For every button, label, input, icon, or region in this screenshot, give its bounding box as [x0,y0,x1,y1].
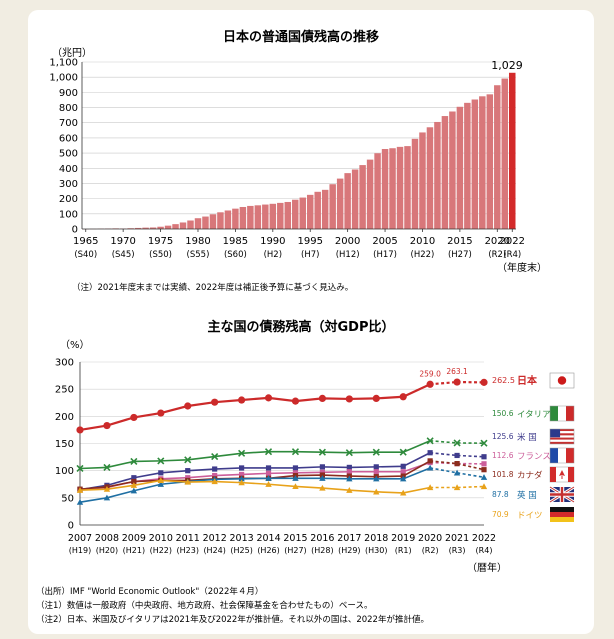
chart1-bar [389,148,396,229]
chart1-bar [269,203,277,229]
chart1-bar [479,96,486,229]
chart1-x-era-label: (H12) [336,250,360,260]
chart1-y-tick-label: 700 [59,118,78,129]
chart1-bar [202,216,209,229]
chart1-x-era-label: (H22) [411,250,435,260]
chart1-bar [194,218,202,229]
chart1-x-era-label: (S55) [187,250,210,260]
chart1-x-tick-label: 1975 [148,236,173,247]
chart1-bar [321,189,329,229]
chart1-y-tick-label: 0 [72,225,78,236]
chart1-x-tick-label: 1970 [110,236,135,247]
chart1-x-era-label: (S60) [224,250,247,260]
chart1-bar [172,224,179,229]
chart1-y-tick-label: 500 [59,149,78,160]
chart1-x-era-label: (H2) [264,250,282,260]
chart1-bar [411,138,419,229]
chart1-value-label: 1,029 [491,59,523,72]
chart1-x-tick-label: 2022 [500,236,525,247]
chart1-x-tick-label: 2000 [335,236,360,247]
chart1-bar [277,202,284,229]
chart1-bar [209,214,217,229]
chart1-bar [164,225,172,229]
chart1-bar [464,102,471,229]
chart1-bar [351,169,359,229]
chart1-x-era-label: (R4) [503,250,521,260]
chart1-bar [232,208,239,229]
chart1-bar [366,159,374,229]
chart1-x-tick-label: 1990 [260,236,285,247]
chart1-bar [494,85,501,229]
chart1-bar [509,72,516,230]
chart1-y-unit: （兆円） [52,47,92,59]
chart1-x-tick-label: 1985 [223,236,248,247]
chart1-bar [254,205,262,229]
chart1-x-era-label: (H7) [301,250,319,260]
chart1-bar [404,146,411,229]
chart1-y-tick-label: 900 [59,88,78,99]
chart1-x-era-label: (H17) [373,250,397,260]
chart1-x-unit: （年度末） [497,261,547,274]
chart1-bar [149,227,157,229]
chart1-x-tick-label: 2015 [447,236,472,247]
chart1-bar [456,106,464,229]
chart1-x-era-label: (H27) [448,250,472,260]
chart1-y-tick-label: 1,000 [49,73,78,84]
chart1-bar [419,132,426,229]
chart1-bar [501,78,509,229]
chart1-bar [344,173,351,229]
chart1-x-era-label: (S45) [112,250,135,260]
chart1-bar [224,210,232,229]
chart1-bar [359,165,366,229]
chart1-bar [329,184,336,229]
chart1-bar [262,204,269,229]
chart1-bar [217,212,224,229]
chart1-bar [179,222,187,229]
chart1-bar [374,153,381,229]
chart1-x-tick-label: 2020 [485,236,510,247]
chart1-bar [187,220,194,229]
chart1-note: （注）2021年度末までは実績、2022年度は補正後予算に基づく見込み。 [72,282,353,293]
chart1-bar [471,99,479,230]
chart1-bar [449,111,456,229]
chart1-bar [292,199,299,229]
chart1-bar [142,227,149,229]
chart1-y-tick-label: 1,100 [49,58,78,69]
chart1-bar [486,94,494,229]
chart1-bar [299,197,306,229]
chart1-bar [247,205,254,229]
chart1-x-era-label: (S40) [74,250,97,260]
chart1-y-tick-label: 200 [59,194,78,205]
chart1-bar [441,116,449,229]
chart1-bar [157,226,164,229]
chart1-bar [314,191,321,229]
chart1-x-tick-label: 1980 [185,236,210,247]
chart1-x-era-label: (S50) [149,250,172,260]
chart1-y-tick-label: 400 [59,164,78,175]
chart1-bar [336,178,344,229]
chart1-x-era-label: (R2) [488,250,506,260]
chart1-bar [239,206,247,229]
chart1-y-tick-label: 800 [59,103,78,114]
chart1-y-tick-label: 100 [59,209,78,220]
chart1-title: 日本の普通国債残高の推移 [223,29,379,45]
chart1-bar [426,127,434,229]
chart1-x-tick-label: 2010 [410,236,435,247]
chart1-x-tick-label: 2005 [372,236,397,247]
chart1-bar [381,148,389,229]
chart1-y-tick-label: 300 [59,179,78,190]
chart1-bar [306,194,314,229]
chart1-x-tick-label: 1965 [73,236,98,247]
chart1-bar [134,227,142,229]
bond-balance-chart: 日本の普通国債残高の推移 （兆円） 0 100 200 300 400 500 600 700… [49,29,547,293]
chart1-bar [434,121,441,229]
chart1-bar [396,146,404,229]
chart1-bar [284,201,292,229]
chart1-x-tick-label: 1995 [297,236,322,247]
chart1-y-tick-label: 600 [59,133,78,144]
